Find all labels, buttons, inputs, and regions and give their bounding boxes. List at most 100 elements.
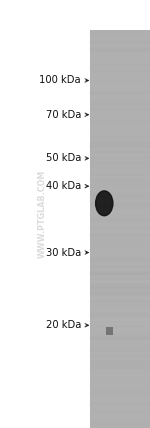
Bar (90, 142, 150, 143)
Bar (90, 121, 150, 122)
Bar (90, 30, 150, 428)
Bar (90, 260, 150, 262)
Bar (90, 179, 150, 180)
Bar (90, 337, 150, 339)
Ellipse shape (96, 191, 113, 216)
Bar (90, 385, 150, 386)
Bar (106, 327, 113, 335)
Bar (90, 172, 150, 174)
Bar (90, 77, 150, 79)
Bar (90, 417, 150, 419)
Bar (90, 416, 150, 417)
Bar (90, 388, 150, 389)
Bar (90, 287, 150, 288)
Bar (90, 108, 150, 109)
Bar (90, 142, 150, 143)
Bar (90, 251, 150, 252)
Bar (90, 46, 150, 48)
Bar (90, 234, 150, 235)
Text: 30 kDa: 30 kDa (46, 247, 81, 258)
Bar (90, 228, 150, 229)
Bar (90, 311, 150, 312)
Bar (90, 42, 150, 43)
Bar (90, 249, 150, 250)
Bar (90, 352, 150, 354)
Bar (90, 366, 150, 368)
Bar (90, 319, 150, 320)
Bar (90, 70, 150, 71)
Bar (90, 424, 150, 425)
Bar (90, 273, 150, 274)
Bar (90, 41, 150, 42)
Bar (90, 42, 150, 44)
Bar (90, 166, 150, 167)
Bar (90, 375, 150, 376)
Bar (90, 257, 150, 258)
Bar (90, 77, 150, 78)
Bar (90, 248, 150, 250)
Bar (90, 189, 150, 190)
Bar (90, 133, 150, 134)
Bar (90, 143, 150, 145)
Bar (90, 58, 150, 59)
Bar (90, 361, 150, 363)
Bar (90, 379, 150, 380)
Bar (90, 404, 150, 406)
Bar (90, 273, 150, 275)
Bar (90, 146, 150, 148)
Bar (90, 102, 150, 104)
Bar (90, 80, 150, 82)
Bar (90, 350, 150, 351)
Bar (90, 363, 150, 364)
Bar (90, 385, 150, 386)
Bar (90, 307, 150, 309)
Bar (90, 305, 150, 306)
Bar (90, 360, 150, 361)
Bar (90, 142, 150, 143)
Bar (90, 226, 150, 227)
Bar (90, 32, 150, 33)
Bar (90, 293, 150, 294)
Bar (90, 275, 150, 276)
Bar (90, 154, 150, 155)
Bar (90, 292, 150, 293)
Bar (90, 394, 150, 395)
Bar (90, 403, 150, 404)
Bar (90, 193, 150, 194)
Bar (90, 329, 150, 330)
Bar (90, 67, 150, 68)
Bar (90, 369, 150, 370)
Bar (90, 179, 150, 180)
Bar (90, 99, 150, 100)
Bar (90, 356, 150, 357)
Bar (90, 241, 150, 242)
Bar (90, 319, 150, 320)
Bar (90, 33, 150, 34)
Bar (90, 173, 150, 174)
Bar (90, 321, 150, 323)
Bar (90, 172, 150, 173)
Bar (90, 398, 150, 399)
Bar (90, 65, 150, 66)
Bar (90, 289, 150, 291)
Bar (90, 348, 150, 349)
Text: 40 kDa: 40 kDa (46, 181, 81, 191)
Bar (90, 136, 150, 137)
Bar (90, 336, 150, 338)
Bar (90, 321, 150, 322)
Bar (90, 38, 150, 39)
Bar (90, 212, 150, 214)
Bar (90, 158, 150, 159)
Bar (90, 32, 150, 33)
Bar (90, 110, 150, 111)
Bar (90, 404, 150, 405)
Bar (90, 371, 150, 372)
Bar (90, 162, 150, 163)
Bar (90, 413, 150, 415)
Bar (90, 166, 150, 167)
Bar (90, 391, 150, 392)
Bar (90, 56, 150, 57)
Bar (90, 92, 150, 93)
Bar (90, 285, 150, 287)
Bar (90, 160, 150, 161)
